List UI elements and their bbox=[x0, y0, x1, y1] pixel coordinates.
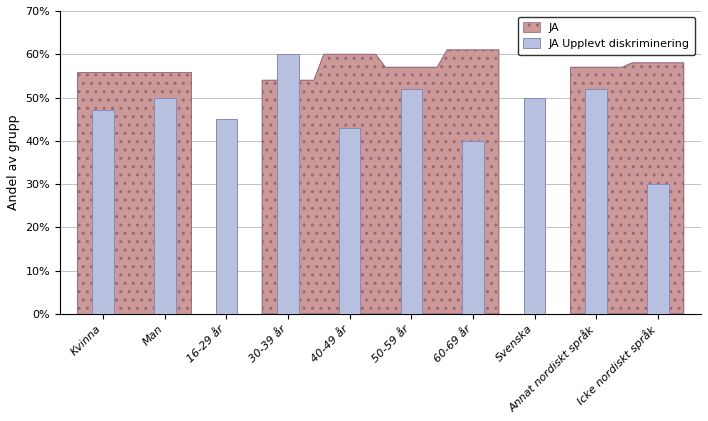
Polygon shape bbox=[262, 50, 499, 314]
Bar bbox=[216, 119, 237, 314]
Polygon shape bbox=[77, 72, 190, 314]
Y-axis label: Andel av grupp: Andel av grupp bbox=[7, 115, 20, 210]
Bar bbox=[278, 54, 299, 314]
Bar bbox=[462, 141, 484, 314]
Bar bbox=[524, 98, 545, 314]
Legend: JA, JA Upplevt diskriminering: JA, JA Upplevt diskriminering bbox=[518, 16, 695, 55]
Polygon shape bbox=[571, 63, 684, 314]
Bar bbox=[647, 184, 668, 314]
Bar bbox=[401, 89, 422, 314]
Bar bbox=[339, 128, 360, 314]
Bar bbox=[586, 89, 607, 314]
Bar bbox=[92, 110, 114, 314]
Bar bbox=[154, 98, 176, 314]
